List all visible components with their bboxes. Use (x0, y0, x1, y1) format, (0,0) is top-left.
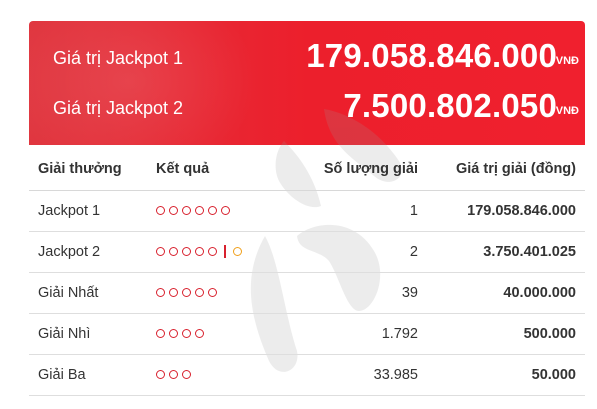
prize-count: 1 (306, 190, 421, 232)
ball-icon (169, 288, 178, 297)
prize-table: Giải thưởng Kết quả Số lượng giải Giá tr… (29, 147, 585, 396)
table-row: Giải Nhì 1.792 500.000 (29, 313, 585, 355)
ball-icon (221, 206, 230, 215)
result-pattern (156, 354, 306, 396)
prize-name: Giải Nhì (29, 313, 156, 355)
ball-icon (156, 329, 165, 338)
banner-glow (29, 21, 259, 145)
prize-name: Jackpot 2 (29, 231, 156, 273)
ball-icon (156, 247, 165, 256)
jackpot-panel: Giá trị Jackpot 1 179.058.846.000 VNĐ Gi… (29, 21, 585, 396)
ball-icon (156, 206, 165, 215)
jackpot-2-label: Giá trị Jackpot 2 (53, 98, 184, 118)
header-value: Giá trị giải (đồng) (421, 147, 585, 191)
table-row: Jackpot 1 1 179.058.846.000 (29, 190, 585, 232)
jackpot-1-value: 179.058.846.000 (306, 37, 557, 74)
prize-name: Giải Nhất (29, 272, 156, 314)
ball-icon (156, 288, 165, 297)
ball-icon (195, 247, 204, 256)
ball-group (156, 288, 217, 297)
prize-count: 33.985 (306, 354, 421, 396)
prize-value: 3.750.401.025 (421, 231, 585, 273)
ball-group (156, 245, 242, 258)
jackpot-1-label: Giá trị Jackpot 1 (53, 48, 184, 68)
ball-icon (182, 329, 191, 338)
jackpot-2-value: 7.500.802.050 (343, 87, 557, 124)
ball-icon (182, 288, 191, 297)
ball-icon (182, 370, 191, 379)
prize-count: 1.792 (306, 313, 421, 355)
special-ball-icon (233, 247, 242, 256)
jackpot-2-row: Giá trị Jackpot 2 7.500.802.050 VNĐ (29, 84, 585, 134)
header-prize: Giải thưởng (29, 147, 156, 191)
prize-value: 50.000 (421, 354, 585, 396)
result-pattern (156, 313, 306, 355)
prize-value: 40.000.000 (421, 272, 585, 314)
table-row: Jackpot 2 2 3.750.401.025 (29, 231, 585, 273)
ball-group (156, 370, 191, 379)
ball-icon (169, 329, 178, 338)
prize-name: Jackpot 1 (29, 190, 156, 232)
ball-group (156, 206, 230, 215)
ball-icon (169, 370, 178, 379)
table-header-row: Giải thưởng Kết quả Số lượng giải Giá tr… (29, 147, 585, 191)
ball-icon (156, 370, 165, 379)
ball-icon (182, 247, 191, 256)
prize-value: 179.058.846.000 (421, 190, 585, 232)
prize-count: 2 (306, 231, 421, 273)
prize-rows: Jackpot 1 1 179.058.846.000 Jackpot 2 2 3.750… (29, 190, 585, 396)
ball-icon (195, 288, 204, 297)
ball-icon (208, 288, 217, 297)
prize-count: 39 (306, 272, 421, 314)
ball-group (156, 329, 204, 338)
table-row: Giải Ba 33.985 50.000 (29, 354, 585, 396)
ball-icon (208, 206, 217, 215)
jackpot-banner: Giá trị Jackpot 1 179.058.846.000 VNĐ Gi… (29, 21, 585, 145)
table-row: Giải Nhất 39 40.000.000 (29, 272, 585, 314)
result-pattern (156, 190, 306, 232)
prize-name: Giải Ba (29, 354, 156, 396)
jackpot-1-unit: VNĐ (555, 55, 579, 67)
ball-icon (208, 247, 217, 256)
separator-bar (224, 245, 226, 258)
prize-value: 500.000 (421, 313, 585, 355)
ball-icon (195, 206, 204, 215)
jackpot-2-unit: VNĐ (555, 105, 579, 117)
ball-icon (169, 247, 178, 256)
ball-icon (169, 206, 178, 215)
result-pattern (156, 231, 306, 273)
ball-icon (195, 329, 204, 338)
header-count: Số lượng giải (306, 147, 421, 191)
ball-icon (182, 206, 191, 215)
result-pattern (156, 272, 306, 314)
header-result: Kết quả (156, 147, 306, 191)
jackpot-1-row: Giá trị Jackpot 1 179.058.846.000 VNĐ (29, 34, 585, 84)
